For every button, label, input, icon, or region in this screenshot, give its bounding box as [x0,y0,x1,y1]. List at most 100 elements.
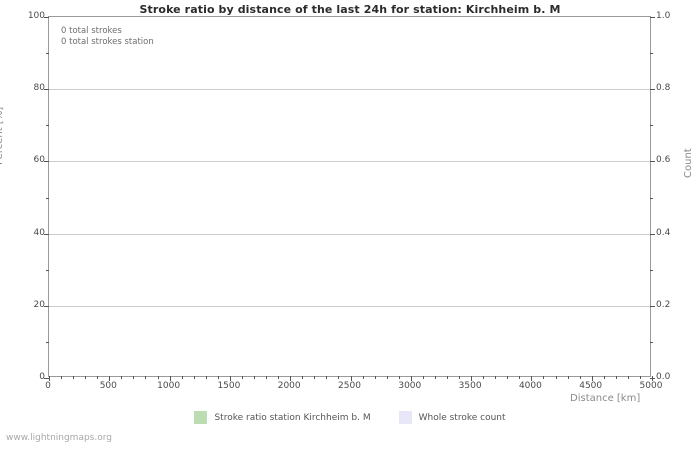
legend-swatch-whole-stroke-count [398,411,412,424]
y-tick-label: 20 [33,299,45,310]
x-tick-label: 1500 [217,381,241,391]
x-tick-label: 5000 [639,381,663,391]
x-tick-minor [314,376,316,379]
x-tick-major [49,376,50,381]
x-tick-label: 3000 [398,381,422,391]
x-tick-minor [193,376,195,379]
x-tick-minor [374,376,376,379]
x-tick-major [531,376,533,381]
legend-item-whole-stroke-count[interactable]: Whole stroke count [398,411,506,424]
x-tick-minor [145,376,147,379]
x-tick-minor [73,376,75,379]
x-tick-minor [495,376,497,379]
x-tick-minor [121,376,123,379]
x-tick-minor [254,376,256,379]
y-tick-major [44,89,49,91]
x-tick-minor [567,376,569,379]
y2-tick-minor [650,269,653,271]
y2-tick-major [650,233,655,235]
y2-tick-major [650,305,655,307]
y-tick-minor [46,197,49,199]
y-tick-major [44,161,49,163]
y-axis-title: Percent [%] [0,106,5,165]
y2-tick-major [650,17,655,18]
y-tick-label: 100 [27,11,45,21]
x-tick-minor [181,376,183,379]
y-tick-minor [46,53,49,55]
y-tick-major [44,17,49,18]
x-tick-minor [97,376,99,379]
x-tick-minor [85,376,87,379]
y2-tick-major [650,89,655,91]
x-tick-minor [579,376,581,379]
x-tick-minor [398,376,400,379]
x-tick-major [471,376,473,381]
x-tick-minor [362,376,364,379]
y-tick-major [44,305,49,307]
x-tick-minor [434,376,436,379]
x-tick-minor [326,376,328,379]
gridline [49,233,650,235]
y-tick-label: 80 [33,83,45,94]
x-tick-minor [217,376,219,379]
x-tick-major [169,376,171,381]
y2-tick-minor [650,125,653,127]
x-tick-minor [603,376,605,379]
x-tick-minor [157,376,159,379]
chart-legend: Stroke ratio station Kirchheim b. M Whol… [0,411,700,424]
x-tick-minor [459,376,461,379]
y2-tick-minor [650,53,653,55]
x-tick-minor [386,376,388,379]
x-tick-minor [446,376,448,379]
x-tick-label: 1000 [157,381,181,391]
y2-axis-title: Count [683,148,694,178]
x-tick-minor [61,376,63,379]
x-tick-minor [241,376,243,379]
legend-swatch-stroke-ratio [194,411,208,424]
x-tick-minor [507,376,509,379]
y2-tick-minor [650,341,653,343]
x-tick-label: 2500 [338,381,361,391]
chart-title: Stroke ratio by distance of the last 24h… [139,3,561,16]
x-tick-major [229,376,231,381]
plot-area: 0 total strokes 0 total strokes station [44,16,655,381]
x-tick-minor [555,376,557,379]
x-tick-major [109,376,111,381]
y-tick-minor [46,269,49,271]
x-tick-label: 4000 [518,381,542,391]
x-tick-minor [205,376,207,379]
x-tick-minor [278,376,280,379]
y2-tick-label: 0.4 [656,227,671,238]
legend-label-stroke-ratio: Stroke ratio station Kirchheim b. M [214,412,371,423]
x-tick-minor [483,376,485,379]
x-tick-label: 3500 [458,381,482,391]
gridline [49,305,650,307]
legend-item-stroke-ratio[interactable]: Stroke ratio station Kirchheim b. M [194,411,371,424]
x-tick-major [410,376,412,381]
gridline [49,89,650,91]
annotation-line-total-strokes-station: 0 total strokes station [61,37,154,47]
x-tick-minor [615,376,617,379]
y-tick-minor [46,341,49,343]
y-tick-label: 0 [39,372,45,382]
x-axis-title: Distance [km] [570,393,641,404]
x-tick-minor [639,376,641,379]
x-tick-major [290,376,292,381]
y-tick-label: 60 [33,155,45,166]
legend-label-whole-stroke-count: Whole stroke count [418,412,506,423]
y2-tick-label: 0.0 [656,372,671,382]
x-tick-minor [266,376,268,379]
x-tick-minor [543,376,545,379]
x-tick-label: 2000 [277,381,301,391]
y-tick-minor [46,125,49,127]
annotation-block: 0 total strokes 0 total strokes station [61,26,154,48]
x-tick-label: 0 [45,381,51,391]
x-tick-minor [338,376,340,379]
y2-tick-label: 1.0 [656,11,671,21]
x-tick-minor [133,376,135,379]
y2-tick-label: 0.8 [656,83,671,94]
x-tick-major [350,376,352,381]
footer-watermark: www.lightningmaps.org [6,433,112,443]
y2-tick-label: 0.2 [656,299,671,310]
x-tick-minor [627,376,629,379]
